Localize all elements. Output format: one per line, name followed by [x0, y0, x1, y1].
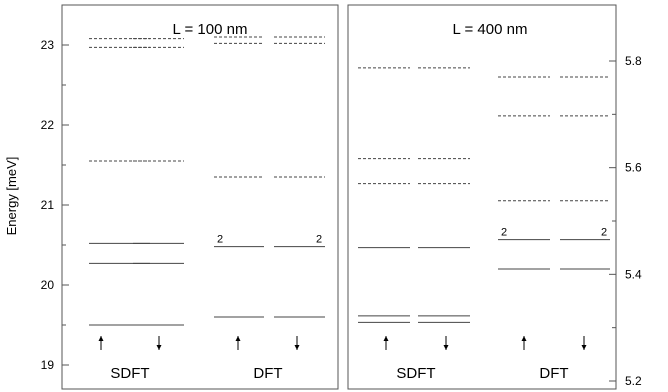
- group-label-sdft: SDFT: [396, 365, 435, 382]
- arrow-head-icon: [235, 336, 241, 341]
- y-tick-label: 22: [41, 118, 55, 132]
- y-tick-label: 19: [41, 358, 55, 372]
- arrow-head-icon: [443, 345, 449, 350]
- y-tick-label: 21: [41, 198, 55, 212]
- y-tick-label: 5.8: [625, 54, 642, 68]
- y-tick-label: 23: [41, 38, 55, 52]
- y-tick-label: 5.6: [625, 161, 642, 175]
- degeneracy-label: 2: [501, 227, 507, 239]
- panel-frame: [347, 4, 617, 390]
- group-label-dft: DFT: [539, 365, 568, 382]
- arrow-head-icon: [98, 336, 104, 341]
- panel-frame: [61, 4, 339, 390]
- group-label-dft: DFT: [253, 365, 282, 382]
- degeneracy-label: 2: [601, 227, 607, 239]
- panel-l400: L = 400 nm SDFT DFT 5.2 5.4 5.6 5.8 2 2: [347, 4, 642, 390]
- panel-title: L = 100 nm: [173, 21, 248, 38]
- arrow-head-icon: [156, 345, 162, 350]
- arrow-head-icon: [581, 345, 587, 350]
- arrow-head-icon: [294, 345, 300, 350]
- arrow-head-icon: [383, 336, 389, 341]
- group-label-sdft: SDFT: [110, 365, 149, 382]
- degeneracy-label: 2: [217, 234, 223, 246]
- y-axis-title: Energy [meV]: [4, 157, 19, 236]
- y-tick-label: 5.4: [625, 267, 642, 281]
- y-tick-label: 5.2: [625, 374, 642, 388]
- arrow-head-icon: [521, 336, 527, 341]
- y-tick-label: 20: [41, 278, 55, 292]
- degeneracy-label: 2: [316, 234, 322, 246]
- panel-title: L = 400 nm: [453, 21, 528, 38]
